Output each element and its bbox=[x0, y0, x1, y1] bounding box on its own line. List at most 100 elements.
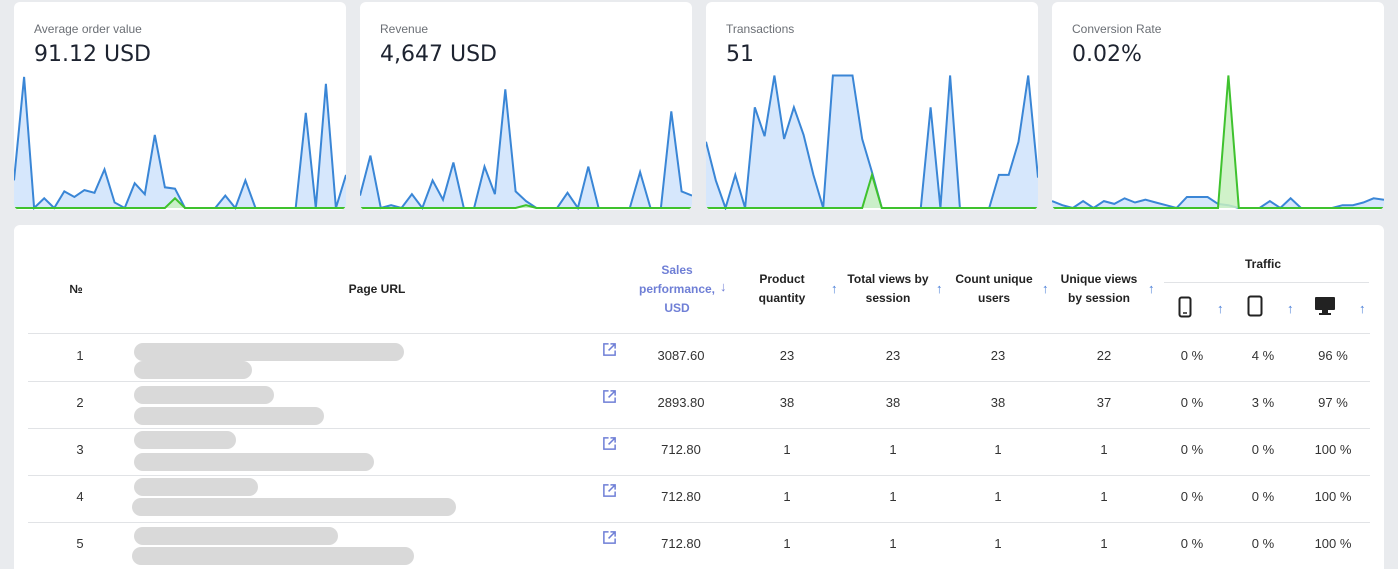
tablet-icon bbox=[1247, 295, 1263, 317]
green-series-line bbox=[706, 171, 1038, 209]
redacted-url bbox=[134, 453, 374, 471]
cell-qty: 23 bbox=[779, 348, 795, 363]
cell-no: 3 bbox=[76, 442, 84, 457]
kpi-value: 4,647 USD bbox=[380, 42, 497, 67]
cell-qty: 38 bbox=[779, 395, 795, 410]
column-header-number: № bbox=[69, 282, 83, 296]
cell-tablet: 0 % bbox=[1251, 442, 1275, 457]
cell-tablet: 4 % bbox=[1251, 348, 1275, 363]
blue-series-line bbox=[360, 89, 692, 210]
cell-users: 1 bbox=[994, 442, 1002, 457]
blue-series-area bbox=[1052, 197, 1384, 208]
cell-no: 4 bbox=[76, 489, 84, 504]
cell-mobile: 0 % bbox=[1180, 489, 1204, 504]
sparkline-chart bbox=[1052, 75, 1384, 210]
cell-sales: 712.80 bbox=[661, 489, 701, 504]
column-header-product-quantity[interactable]: Product quantity bbox=[758, 272, 806, 305]
row-divider bbox=[28, 381, 1370, 382]
cell-qty: 1 bbox=[783, 442, 791, 457]
open-link-icon[interactable] bbox=[602, 342, 617, 357]
green-series-area bbox=[706, 174, 1038, 208]
cell-sales: 712.80 bbox=[661, 442, 701, 457]
cell-views: 1 bbox=[889, 536, 897, 551]
table-row: 3 712.80 1 1 1 1 0 % 0 % 100 % bbox=[14, 428, 1384, 475]
cell-sales: 712.80 bbox=[661, 536, 701, 551]
cell-desktop: 96 % bbox=[1318, 348, 1348, 363]
row-divider bbox=[28, 428, 1370, 429]
cell-mobile: 0 % bbox=[1180, 442, 1204, 457]
column-header-total-views[interactable]: Total views by session bbox=[847, 272, 929, 305]
open-link-icon[interactable] bbox=[602, 530, 617, 545]
redacted-url bbox=[134, 527, 338, 545]
cell-qty: 1 bbox=[783, 536, 791, 551]
row-divider bbox=[28, 475, 1370, 476]
desktop-icon bbox=[1315, 297, 1335, 315]
cell-unique: 37 bbox=[1096, 395, 1112, 410]
cell-desktop: 100 % bbox=[1314, 489, 1352, 504]
sort-asc-icon[interactable]: ↑ bbox=[1359, 301, 1366, 316]
column-header-sales-performance[interactable]: Sales performance, USD bbox=[638, 263, 716, 315]
cell-no: 5 bbox=[76, 536, 84, 551]
cell-desktop: 100 % bbox=[1314, 442, 1352, 457]
kpi-value: 91.12 USD bbox=[34, 42, 151, 67]
blue-series-area bbox=[706, 75, 1038, 208]
table-row: 1 3087.60 23 23 23 22 0 % 4 % 96 % bbox=[14, 334, 1384, 381]
open-link-icon[interactable] bbox=[602, 389, 617, 404]
sort-asc-icon[interactable]: ↑ bbox=[1148, 281, 1155, 296]
sort-asc-icon[interactable]: ↑ bbox=[936, 281, 943, 296]
redacted-url bbox=[134, 361, 252, 379]
sort-desc-icon[interactable]: ↓ bbox=[720, 279, 727, 294]
open-link-icon[interactable] bbox=[602, 436, 617, 451]
pages-table: № Page URL Sales performance, USD ↓ Prod… bbox=[14, 225, 1384, 569]
cell-views: 1 bbox=[889, 489, 897, 504]
cell-views: 38 bbox=[885, 395, 901, 410]
sort-asc-icon[interactable]: ↑ bbox=[831, 281, 838, 296]
kpi-title: Revenue bbox=[380, 22, 429, 36]
cell-qty: 1 bbox=[783, 489, 791, 504]
table-row: 4 712.80 1 1 1 1 0 % 0 % 100 % bbox=[14, 475, 1384, 522]
column-header-count-unique-users[interactable]: Count unique users bbox=[955, 272, 1033, 305]
cell-mobile: 0 % bbox=[1180, 348, 1204, 363]
cell-mobile: 0 % bbox=[1180, 536, 1204, 551]
blue-series-area bbox=[14, 76, 346, 209]
sort-asc-icon[interactable]: ↑ bbox=[1042, 281, 1049, 296]
cell-desktop: 100 % bbox=[1314, 536, 1352, 551]
green-series-line bbox=[14, 196, 346, 209]
column-header-unique-views[interactable]: Unique views by session bbox=[1060, 272, 1138, 305]
cell-tablet: 3 % bbox=[1251, 395, 1275, 410]
cell-sales: 3087.60 bbox=[657, 348, 705, 363]
kpi-title: Average order value bbox=[34, 22, 142, 36]
cell-unique: 22 bbox=[1096, 348, 1112, 363]
green-series-area bbox=[1052, 75, 1384, 208]
cell-views: 23 bbox=[885, 348, 901, 363]
column-header-traffic: Traffic bbox=[1244, 257, 1281, 271]
traffic-divider bbox=[1164, 282, 1369, 283]
redacted-url bbox=[132, 547, 414, 565]
row-divider bbox=[28, 522, 1370, 523]
green-series-area bbox=[360, 205, 692, 208]
redacted-url bbox=[134, 478, 258, 496]
table-row: 5 712.80 1 1 1 1 0 % 0 % 100 % bbox=[14, 522, 1384, 569]
blue-series-area bbox=[360, 89, 692, 208]
sort-asc-icon[interactable]: ↑ bbox=[1217, 301, 1224, 316]
redacted-url bbox=[134, 431, 236, 449]
cell-tablet: 0 % bbox=[1251, 536, 1275, 551]
cell-sales: 2893.80 bbox=[657, 395, 705, 410]
kpi-value: 51 bbox=[726, 42, 754, 67]
cell-no: 2 bbox=[76, 395, 84, 410]
sparkline-chart bbox=[14, 76, 346, 210]
blue-series-line bbox=[14, 76, 346, 210]
sort-asc-icon[interactable]: ↑ bbox=[1287, 301, 1294, 316]
cell-no: 1 bbox=[76, 348, 84, 363]
redacted-url bbox=[132, 498, 456, 516]
green-series-line bbox=[1052, 75, 1384, 209]
cell-users: 23 bbox=[990, 348, 1006, 363]
cell-users: 1 bbox=[994, 536, 1002, 551]
header-divider bbox=[28, 333, 1370, 334]
redacted-url bbox=[134, 407, 324, 425]
cell-users: 1 bbox=[994, 489, 1002, 504]
mobile-icon bbox=[1178, 296, 1192, 318]
open-link-icon[interactable] bbox=[602, 483, 617, 498]
sparkline-chart bbox=[360, 89, 692, 210]
green-series-area bbox=[14, 198, 346, 208]
